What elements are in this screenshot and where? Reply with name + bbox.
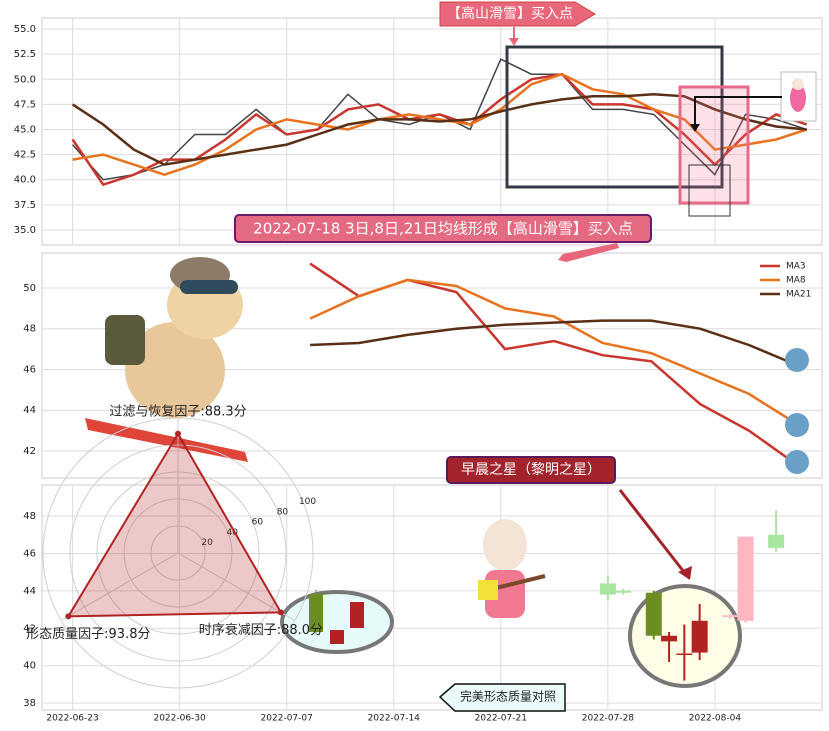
radar-label: 过滤与恢复因子:88.3分 [109,405,246,420]
y-tick-label: 48 [23,511,36,522]
y-tick-label: 52.5 [14,49,36,60]
x-tick-label: 2022-07-21 [475,714,527,724]
pattern-arrow [618,489,686,573]
banner-text: 【高山滑雪】买入点 [447,5,573,22]
caption-arrow [558,243,619,262]
y-tick-label: 46 [23,548,36,559]
radar-label: 时序衰减因子:88.0分 [199,622,323,638]
pattern-label-box [446,456,616,484]
y-tick-label: 55.0 [14,24,36,35]
candle-body [599,583,616,595]
candle-body [722,615,739,618]
candle-body [737,536,754,621]
radar-label: 形态质量因子:93.8分 [26,627,150,642]
pattern-label: 早晨之星（黎明之星） [461,462,601,478]
highlight-box [678,85,750,205]
candle-body [645,592,662,636]
pointer-line [694,96,782,126]
y-tick-label: 42.5 [14,150,36,161]
x-tick-label: 2022-08-04 [689,714,742,724]
sample-candle [350,602,364,628]
dog-body [125,322,225,418]
y-tick-label: 47.5 [14,99,36,110]
pointer-head [690,124,700,132]
radar-tick-label: 80 [277,507,289,517]
y-tick-label: 50 [23,283,36,294]
candle-body [615,590,632,593]
y-tick-label: 44 [23,405,36,416]
series-line [309,278,799,426]
y-tick-label: 48 [23,324,36,335]
sample-candle [330,630,344,644]
skier-icons [785,348,809,474]
girl-head [483,519,527,571]
dog-illustration [85,257,248,462]
panel-frame [41,17,823,246]
y-tick-label: 38 [23,698,36,709]
skier-icon [785,413,809,437]
legend-label: MA21 [786,290,811,300]
y-tick-label: 35.0 [14,225,36,236]
y-tick-label: 37.5 [14,200,36,211]
x-tick-label: 2022-07-14 [368,714,421,724]
highlight-box [688,164,731,217]
dog-goggles [180,280,238,294]
y-tick-label: 42 [23,446,36,457]
legend-label: MA3 [786,262,806,272]
series-line [310,319,799,367]
radar-point [65,613,72,620]
figure-icon [792,78,804,90]
girl-illustration [478,519,546,618]
banner-arrow [509,38,519,46]
caption-box [234,214,652,243]
radar-point [277,609,284,616]
candle-body [768,534,785,548]
highlight-box [505,45,724,189]
radar-area [66,431,283,618]
y-tick-label: 45.0 [14,124,36,135]
x-tick-label: 2022-06-23 [46,714,98,724]
y-tick-label: 46 [23,364,36,375]
skier-icon [785,348,809,372]
y-tick-label: 40.0 [14,175,36,186]
caption-text: 2022-07-18 3日,8日,21日均线形成【高山滑雪】买入点 [253,220,633,238]
y-tick-label: 44 [23,586,36,597]
series-line [71,93,807,166]
figure-icon [790,84,806,112]
x-tick-label: 2022-06-30 [153,714,206,724]
radar-spoke [177,552,296,621]
dog-backpack [105,315,145,365]
panel-frame [41,484,823,711]
radar-spoke [60,552,179,621]
y-tick-label: 50.0 [14,74,36,85]
x-tick-label: 2022-07-28 [582,714,635,724]
radar-tick-label: 20 [201,538,213,548]
sample-candle [309,594,323,632]
banner [439,1,596,27]
radar-tick-label: 60 [252,518,264,528]
compare-box [438,683,566,712]
x-tick-label: 2022-07-07 [261,714,313,724]
radar-point [175,430,181,437]
pattern-arrow [678,566,692,580]
radar-tick-label: 100 [299,497,316,507]
radar-tick-label: 40 [226,528,238,538]
legend-label: MA8 [786,276,806,286]
skier-icon [785,450,809,474]
y-tick-label: 40 [23,661,36,672]
candle-body [691,620,708,653]
candle-body [676,653,693,656]
series-line [72,72,808,177]
panel-frame [41,252,823,479]
girl-cup [478,580,498,600]
candle-body [661,635,678,642]
compare-text: 完美形态质量对照 [460,689,556,704]
y-tick-label: 42 [23,623,36,634]
